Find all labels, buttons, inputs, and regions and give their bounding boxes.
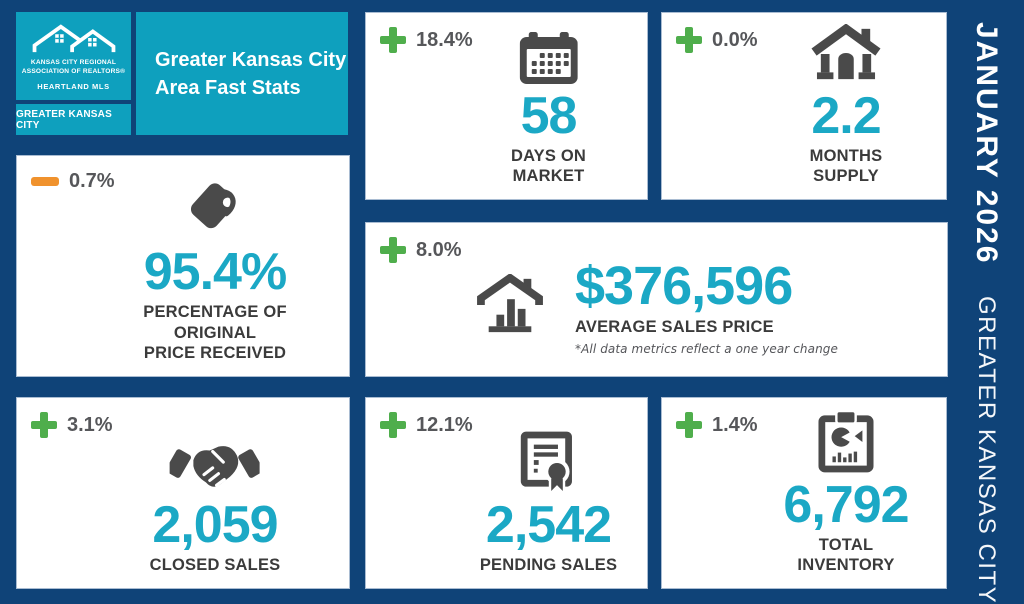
change-value: 12.1% [416, 413, 473, 436]
stat-label: PENDING SALES [479, 556, 618, 575]
change-value: 1.4% [712, 413, 758, 436]
page-title: Greater Kansas City Area Fast Stats [136, 12, 348, 135]
house-icon [775, 23, 917, 84]
stat-label: AVERAGE SALES PRICE [575, 317, 774, 336]
stat-label: DAYS ON MARKET [510, 146, 587, 186]
stat-card-days-on-market: 18.4% 58 DAYS ON MARKET [365, 12, 648, 200]
clipboard-chart-icon [775, 409, 917, 473]
plus-icon [380, 27, 406, 53]
certificate-icon [480, 431, 617, 493]
plus-icon [676, 27, 702, 53]
footnote: *All data metrics reflect a one year cha… [575, 342, 838, 357]
yoy-change: 1.4% [676, 412, 758, 438]
stat-value: 2.2 [811, 86, 881, 145]
stat-label: TOTAL INVENTORY [797, 535, 895, 575]
stat-card-pending-sales: 12.1% 2,542 PENDING SALES [365, 397, 648, 589]
change-value: 8.0% [416, 238, 462, 261]
plus-icon [676, 412, 702, 438]
plus-icon [380, 412, 406, 438]
stat-card-pct-original-price: 0.7% 95.4% PERCENTAGE OF ORIGINAL PRICE … [16, 155, 350, 377]
stat-value: 95.4% [143, 243, 287, 302]
stat-label: MONTHS SUPPLY [809, 146, 883, 186]
yoy-change: 8.0% [380, 237, 462, 263]
logo-line-2: ASSOCIATION OF REALTORS® [21, 67, 126, 75]
stat-value: 6,792 [783, 475, 909, 534]
stat-label: CLOSED SALES [149, 556, 281, 575]
logo-text: KANSAS CITY REGIONAL ASSOCIATION OF REAL… [22, 59, 125, 92]
logo-line-1: KANSAS CITY REGIONAL [30, 59, 117, 67]
sidebar-region-label: GREATER KANSAS CITY [973, 296, 1000, 604]
stat-label: PERCENTAGE OF ORIGINAL PRICE RECEIVED [143, 303, 287, 363]
stat-card-closed-sales: 3.1% 2,059 [16, 397, 350, 589]
change-value: 0.7% [69, 170, 115, 192]
right-sidebar: JANUARY 2026 GREATER KANSAS CITY [948, 0, 1024, 604]
stat-value: 2,542 [485, 496, 612, 555]
change-value: 18.4% [416, 28, 473, 51]
stat-value: 2,059 [152, 496, 278, 555]
plus-icon [31, 412, 57, 438]
change-value: 3.1% [67, 413, 113, 436]
handshake-icon [150, 437, 281, 493]
yoy-change: 0.7% [31, 170, 115, 193]
stat-value: $376,596 [575, 255, 793, 316]
stat-card-average-sales-price: 8.0% $376,596 AVERAGE SALES PRICE *All d… [365, 222, 948, 377]
region-badge: GREATER KANSAS CITY [16, 104, 131, 135]
stat-card-months-supply: 0.0% 2.2 MONTHS SUPPLY [661, 12, 947, 200]
kcrar-houses-logo-icon [32, 24, 115, 53]
stat-card-total-inventory: 1.4% 6,792 TOTAL INVENTORY [661, 397, 947, 589]
yoy-change: 12.1% [380, 412, 473, 438]
calendar-icon [478, 31, 619, 84]
house-chart-icon [475, 273, 545, 342]
change-value: 0.0% [712, 28, 758, 51]
brand-logo-tile: KANSAS CITY REGIONAL ASSOCIATION OF REAL… [16, 12, 131, 100]
yoy-change: 3.1% [31, 412, 113, 438]
yoy-change: 0.0% [676, 27, 758, 53]
stat-value: 58 [520, 86, 578, 145]
price-tag-icon [132, 178, 298, 240]
minus-icon [31, 177, 59, 186]
yoy-change: 18.4% [380, 27, 473, 53]
logo-line-3: HEARTLAND MLS [37, 81, 110, 91]
plus-icon [380, 237, 406, 263]
sidebar-month-label: JANUARY 2026 [970, 22, 1003, 265]
